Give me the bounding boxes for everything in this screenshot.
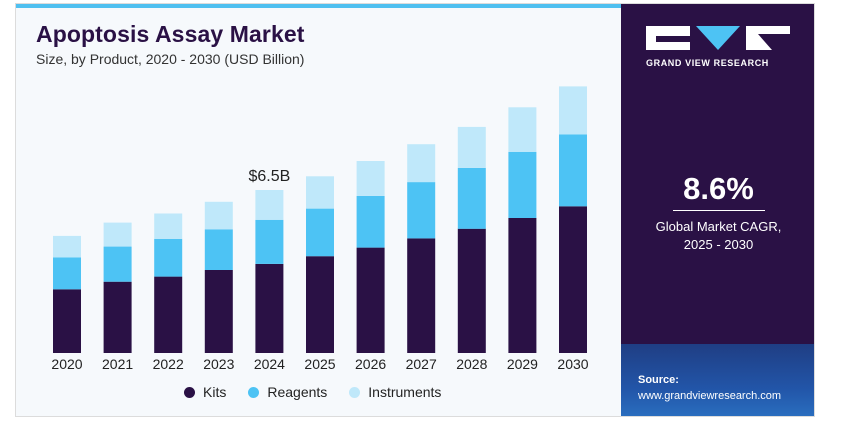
top-accent-line xyxy=(16,4,621,8)
data-label-2024: $6.5B xyxy=(248,168,290,185)
bar-segment-instruments-2025 xyxy=(306,176,334,209)
logo-mark-center xyxy=(696,26,740,50)
legend-label-reagents: Reagents xyxy=(267,384,328,400)
legend-swatch-reagents xyxy=(248,386,260,398)
bar-segment-reagents-2023 xyxy=(204,229,233,270)
x-tick-label-2028: 2028 xyxy=(456,356,487,372)
bar-segment-kits-2025 xyxy=(306,256,334,353)
source-label: Source: xyxy=(638,374,679,386)
legend-label-kits: Kits xyxy=(203,384,227,400)
legend-label-instruments: Instruments xyxy=(368,384,442,400)
chart-subtitle: Size, by Product, 2020 - 2030 (USD Billi… xyxy=(36,51,305,67)
bar-segment-reagents-2020 xyxy=(53,257,81,290)
bar-segment-reagents-2026 xyxy=(356,195,385,248)
x-tick-label-2022: 2022 xyxy=(153,356,184,372)
bar-segment-instruments-2024 xyxy=(255,190,284,220)
bar-segment-kits-2029 xyxy=(508,218,537,353)
bar-segment-reagents-2022 xyxy=(154,238,183,277)
bar-segment-instruments-2022 xyxy=(154,213,183,239)
legend-item-reagents: Reagents xyxy=(248,384,327,400)
bar-segment-kits-2030 xyxy=(559,206,587,353)
stacked-bar-chart: 2020 2021 2022 2023 2024 $6.5B 2025 2026 2027 202… xyxy=(51,86,589,372)
bar-segment-instruments-2028 xyxy=(457,126,486,168)
source-url: www.grandviewresearch.com xyxy=(638,390,782,402)
x-tick-label-2029: 2029 xyxy=(507,356,538,372)
cagr-divider xyxy=(673,210,765,211)
cagr-value: 8.6% xyxy=(683,171,754,206)
cagr-label-line1: Global Market CAGR, xyxy=(655,219,782,234)
chart-legend: Kits Reagents Instruments xyxy=(184,384,441,400)
bar-segment-instruments-2026 xyxy=(356,161,385,196)
x-tick-label-2024: 2024 xyxy=(254,356,285,372)
x-tick-label-2026: 2026 xyxy=(355,356,386,372)
legend-item-kits: Kits xyxy=(184,384,226,400)
x-tick-label-2030: 2030 xyxy=(557,356,588,372)
source-background xyxy=(621,344,814,416)
legend-swatch-kits xyxy=(184,386,195,398)
bar-segment-kits-2028 xyxy=(457,228,486,353)
brand-name: GRAND VIEW RESEARCH xyxy=(646,58,769,68)
sidebar-panel: GRAND VIEW RESEARCH 8.6% Global Market C… xyxy=(621,4,814,416)
bar-segment-reagents-2021 xyxy=(103,246,132,282)
bar-segment-kits-2023 xyxy=(204,270,233,353)
bar-segment-instruments-2023 xyxy=(204,201,233,230)
infographic-card: Apoptosis Assay Market Size, by Product,… xyxy=(15,3,815,417)
bar-segment-kits-2027 xyxy=(407,238,436,353)
bar-segment-kits-2024 xyxy=(255,263,284,353)
bar-segment-instruments-2027 xyxy=(407,144,436,183)
bar-segment-reagents-2024 xyxy=(255,219,284,264)
bar-segment-reagents-2030 xyxy=(559,134,587,207)
logo-mark-right xyxy=(746,26,790,50)
x-tick-label-2020: 2020 xyxy=(51,356,82,372)
x-tick-label-2023: 2023 xyxy=(203,356,234,372)
cagr-label: Global Market CAGR, 2025 - 2030 xyxy=(621,218,814,254)
cagr-label-line2: 2025 - 2030 xyxy=(683,237,754,252)
bar-segment-reagents-2029 xyxy=(508,151,537,218)
legend-item-instruments: Instruments xyxy=(349,384,441,400)
legend-swatch-instruments xyxy=(349,386,361,398)
bar-segment-kits-2026 xyxy=(356,247,385,353)
x-tick-label-2021: 2021 xyxy=(102,356,133,372)
chart-title: Apoptosis Assay Market xyxy=(36,21,305,47)
bar-segment-instruments-2029 xyxy=(508,107,537,152)
bar-segment-kits-2022 xyxy=(154,276,183,353)
bar-segment-instruments-2020 xyxy=(53,235,81,258)
bar-segment-kits-2020 xyxy=(53,289,81,353)
logo-marks xyxy=(646,26,796,50)
bar-segment-kits-2021 xyxy=(103,281,132,353)
bar-segment-reagents-2028 xyxy=(457,167,486,229)
x-tick-label-2027: 2027 xyxy=(406,356,437,372)
bar-segment-reagents-2025 xyxy=(306,208,334,257)
grand-view-research-logo: GRAND VIEW RESEARCH xyxy=(646,26,796,68)
x-tick-label-2025: 2025 xyxy=(304,356,335,372)
bar-segment-reagents-2027 xyxy=(407,182,436,239)
bar-segment-instruments-2030 xyxy=(559,86,587,135)
bar-segment-instruments-2021 xyxy=(103,222,132,247)
logo-mark-left xyxy=(646,26,690,50)
